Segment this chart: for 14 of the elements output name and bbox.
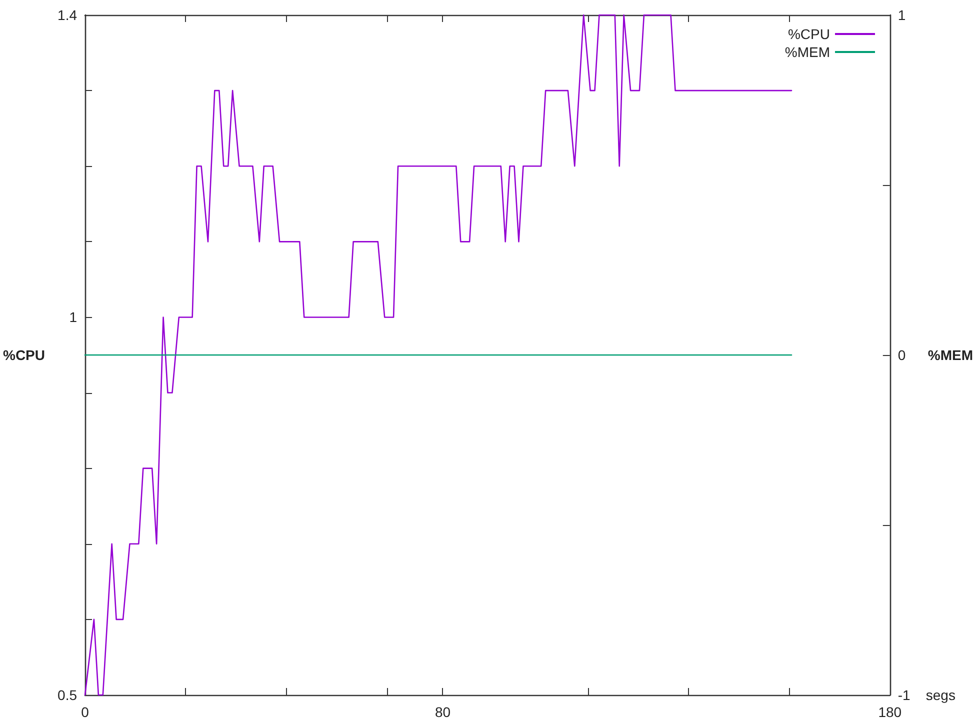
- x-axis-title: segs: [926, 687, 956, 703]
- x-tick-label: 80: [434, 704, 451, 720]
- y2-axis-title: %MEM: [928, 347, 974, 363]
- y2-tick-label: -1: [898, 687, 911, 703]
- x-tick-label: 0: [81, 704, 90, 720]
- x-tick-label: 180: [878, 704, 902, 720]
- legend-label: %CPU: [788, 26, 830, 42]
- y-tick-label: 1.4: [58, 7, 78, 23]
- y2-tick-label: 0: [898, 347, 906, 363]
- y-tick-label: 0.5: [58, 687, 78, 703]
- legend-label: %MEM: [784, 44, 830, 60]
- y2-tick-label: 1: [898, 7, 906, 23]
- y-tick-label: 1: [69, 309, 78, 326]
- y-axis-title: %CPU: [2, 347, 46, 363]
